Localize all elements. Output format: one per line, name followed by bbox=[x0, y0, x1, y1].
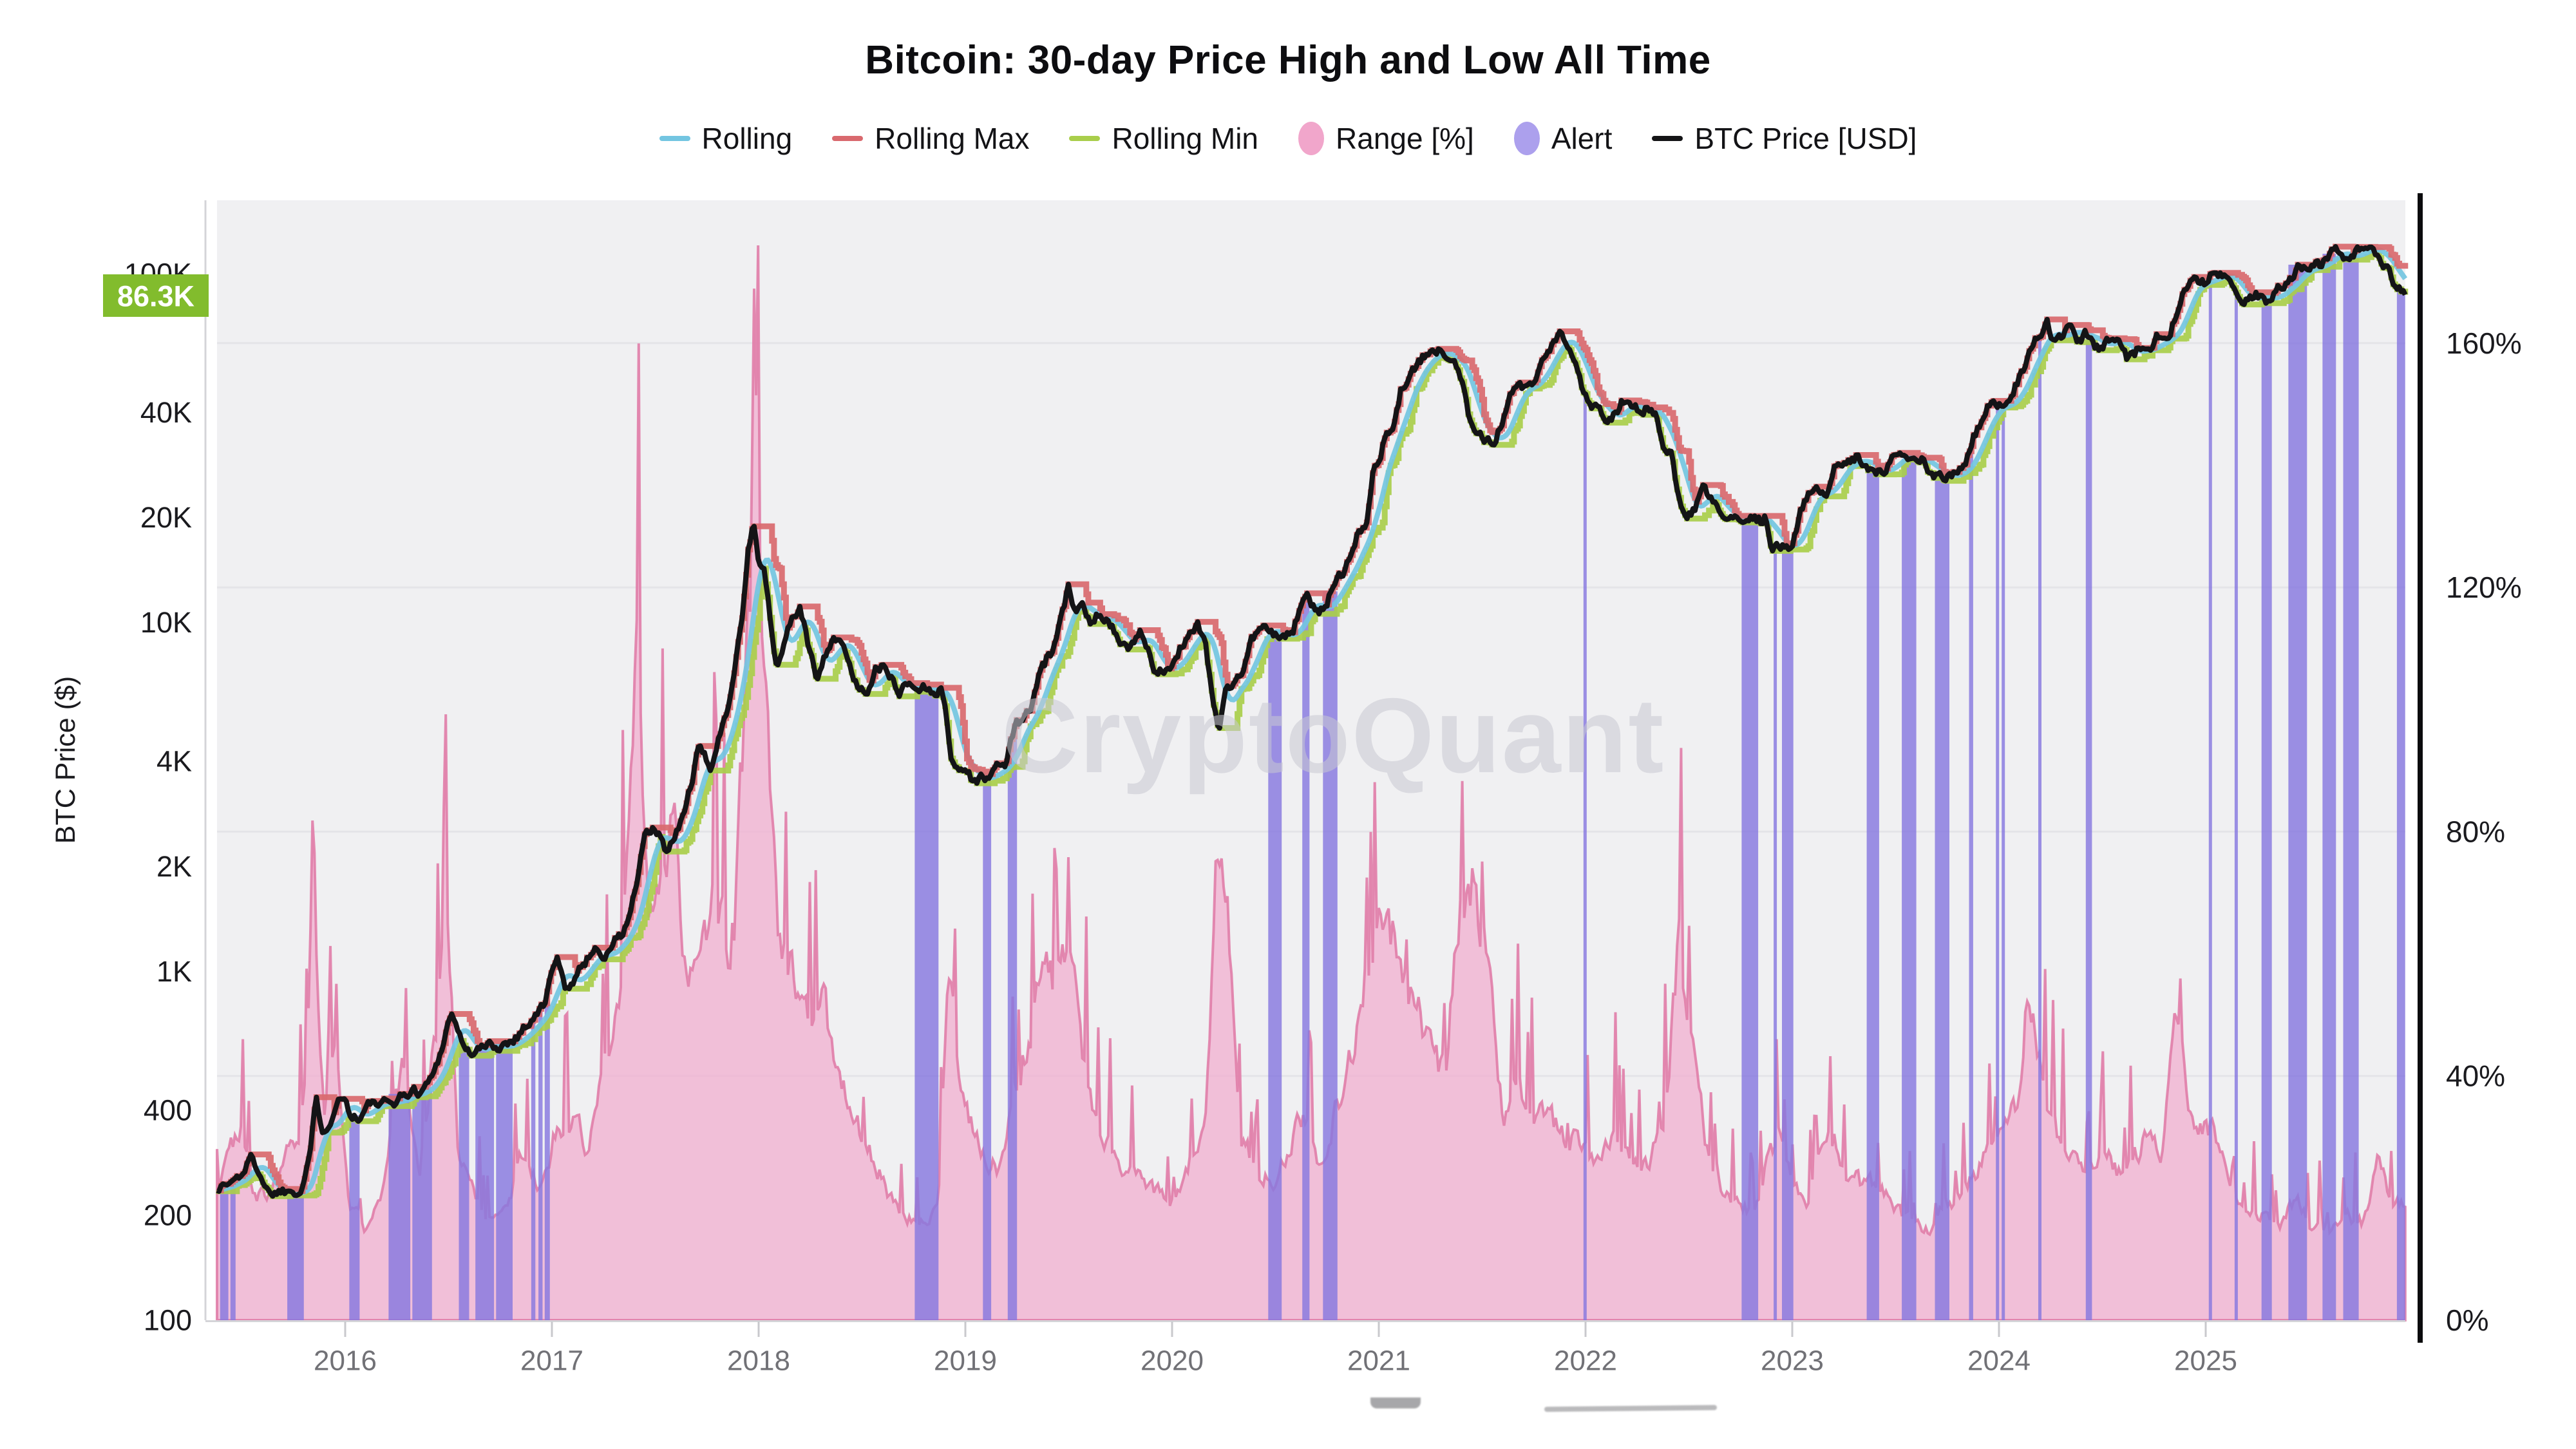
alert-bar bbox=[2234, 292, 2238, 1321]
x-tick-label: 2024 bbox=[1967, 1345, 2031, 1377]
x-tick-label: 2025 bbox=[2174, 1345, 2237, 1377]
x-tick-label: 2022 bbox=[1554, 1345, 1617, 1377]
y-right-tick-label: 80% bbox=[2446, 815, 2505, 848]
alert-bar bbox=[287, 1195, 304, 1320]
alert-bar bbox=[1583, 393, 1587, 1320]
y-right-tick-label: 120% bbox=[2446, 571, 2522, 604]
legend-line-marker-icon bbox=[1069, 136, 1101, 141]
legend-ellipse-marker-icon bbox=[1298, 122, 1325, 155]
legend-line-marker-icon bbox=[832, 136, 864, 141]
legend-line-marker-icon bbox=[659, 136, 690, 141]
alert-bar bbox=[388, 1094, 411, 1320]
alert-bar bbox=[2085, 337, 2092, 1320]
alert-bar bbox=[459, 1045, 469, 1320]
y-left-tick-label: 2K bbox=[156, 850, 192, 883]
alert-bar bbox=[2038, 337, 2041, 1320]
x-tick-label: 2023 bbox=[1761, 1345, 1824, 1377]
legend-item-alert[interactable]: Alert bbox=[1513, 121, 1613, 156]
y-left-tick-label: 10K bbox=[140, 606, 192, 639]
alert-bar bbox=[914, 690, 939, 1320]
btc-price-line bbox=[216, 244, 2408, 1199]
legend-item-rolling-min[interactable]: Rolling Min bbox=[1069, 121, 1258, 156]
alert-bar bbox=[1774, 545, 1777, 1320]
alert-bar bbox=[2396, 291, 2405, 1321]
legend-item-label: BTC Price [USD] bbox=[1694, 122, 1917, 155]
y-right-tick-label: 160% bbox=[2446, 327, 2522, 360]
legend-line-marker-icon bbox=[1652, 136, 1683, 141]
alert-bar bbox=[1969, 446, 1973, 1321]
y-left-tick-label: 4K bbox=[156, 745, 192, 778]
alert-bar bbox=[1323, 591, 1338, 1320]
alert-bar bbox=[1741, 516, 1759, 1320]
legend-item-label: Rolling Max bbox=[875, 122, 1030, 155]
range-area bbox=[216, 245, 2407, 1321]
x-tick-label: 2020 bbox=[1141, 1345, 1204, 1377]
alert-bar bbox=[1007, 736, 1018, 1320]
x-tick-label: 2018 bbox=[727, 1345, 790, 1377]
alert-bar bbox=[220, 1184, 229, 1320]
alert-bar bbox=[1302, 596, 1310, 1320]
alert-bar bbox=[1996, 407, 2000, 1321]
alert-bar bbox=[349, 1115, 360, 1320]
legend-item-rolling[interactable]: Rolling bbox=[659, 121, 793, 156]
rolling-line bbox=[216, 247, 2408, 1195]
alert-bar bbox=[1268, 633, 1282, 1320]
y-right-tick-label: 0% bbox=[2446, 1303, 2488, 1337]
alert-bar bbox=[2002, 406, 2005, 1320]
cropped-text-artifact bbox=[1370, 1397, 1421, 1408]
x-tick-label: 2017 bbox=[520, 1345, 583, 1377]
alert-bar bbox=[496, 1043, 513, 1320]
y-left-tick-label: 20K bbox=[140, 501, 192, 534]
alert-bar bbox=[538, 1004, 543, 1320]
legend-item-label: Alert bbox=[1551, 122, 1613, 155]
legend-item-range[interactable]: Range [%] bbox=[1298, 121, 1474, 156]
legend-item-rolling-max[interactable]: Rolling Max bbox=[832, 121, 1029, 156]
alert-bar bbox=[1902, 459, 1917, 1320]
alert-bar bbox=[2322, 254, 2336, 1320]
current-price-badge bbox=[103, 274, 209, 317]
alert-bar bbox=[2288, 265, 2307, 1320]
current-price-badge-label: 86.3K bbox=[117, 280, 195, 313]
x-tick-label: 2021 bbox=[1347, 1345, 1410, 1377]
legend-item-btc-price-usd[interactable]: BTC Price [USD] bbox=[1652, 121, 1917, 156]
legend-item-label: Rolling bbox=[701, 122, 793, 155]
alert-bar bbox=[1935, 477, 1949, 1320]
alert-bar bbox=[475, 1047, 495, 1320]
alert-bar bbox=[2208, 274, 2212, 1320]
alert-bar bbox=[983, 778, 992, 1320]
y-right-tick-label: 40% bbox=[2446, 1059, 2505, 1093]
legend-item-label: Rolling Min bbox=[1112, 122, 1259, 155]
legend: Rolling Rolling Max Rolling Min Range [%] Al… bbox=[0, 121, 2576, 156]
legend-ellipse-marker-icon bbox=[1513, 122, 1540, 155]
chart-title: Bitcoin: 30-day Price High and Low All T… bbox=[865, 38, 1711, 82]
y-axis-title: BTC Price ($) bbox=[50, 676, 81, 844]
legend-item-label: Range [%] bbox=[1336, 122, 1474, 155]
alert-bar bbox=[412, 1090, 432, 1320]
y-left-tick-label: 200 bbox=[144, 1198, 192, 1231]
alert-bar bbox=[544, 991, 550, 1320]
y-left-tick-label: 400 bbox=[144, 1094, 192, 1126]
alert-bar bbox=[531, 1019, 536, 1320]
alert-bar bbox=[1782, 549, 1794, 1321]
alert-bar bbox=[1866, 469, 1879, 1320]
y-left-tick-label: 100 bbox=[144, 1304, 192, 1337]
x-tick-label: 2019 bbox=[934, 1345, 997, 1377]
x-tick-label: 2016 bbox=[314, 1345, 377, 1377]
alert-bar bbox=[230, 1180, 236, 1320]
alert-bar bbox=[2261, 303, 2272, 1321]
alert-bar bbox=[2343, 256, 2359, 1321]
y-left-tick-label: 40K bbox=[140, 396, 192, 429]
y-left-tick-label: 1K bbox=[156, 955, 192, 988]
